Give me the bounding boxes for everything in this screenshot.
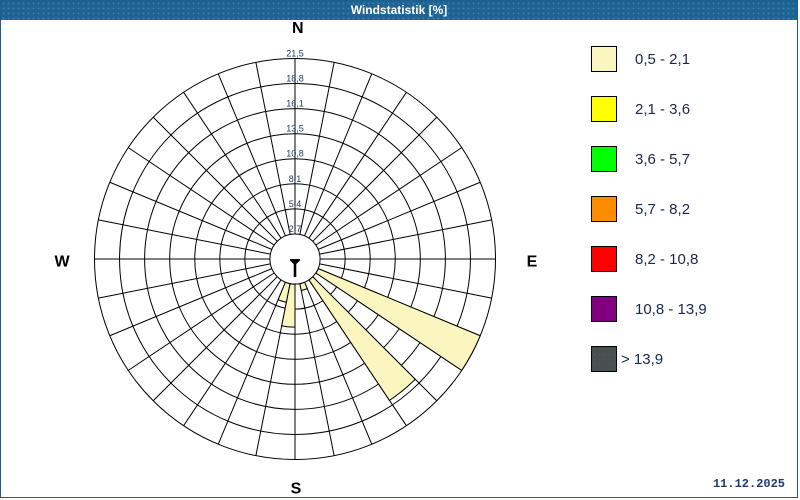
svg-text:W: W: [54, 254, 70, 271]
svg-text:E: E: [527, 254, 538, 271]
svg-text:N: N: [292, 20, 304, 37]
svg-text:S: S: [291, 481, 302, 498]
svg-text:2,7: 2,7: [289, 224, 302, 234]
svg-text:10,8: 10,8: [286, 149, 304, 159]
svg-text:5,4: 5,4: [289, 199, 302, 209]
svg-text:13,5: 13,5: [286, 124, 304, 134]
svg-text:8,1: 8,1: [289, 174, 302, 184]
svg-text:18,8: 18,8: [286, 74, 304, 84]
svg-text:21,5: 21,5: [286, 49, 304, 59]
svg-text:16,1: 16,1: [286, 99, 304, 109]
